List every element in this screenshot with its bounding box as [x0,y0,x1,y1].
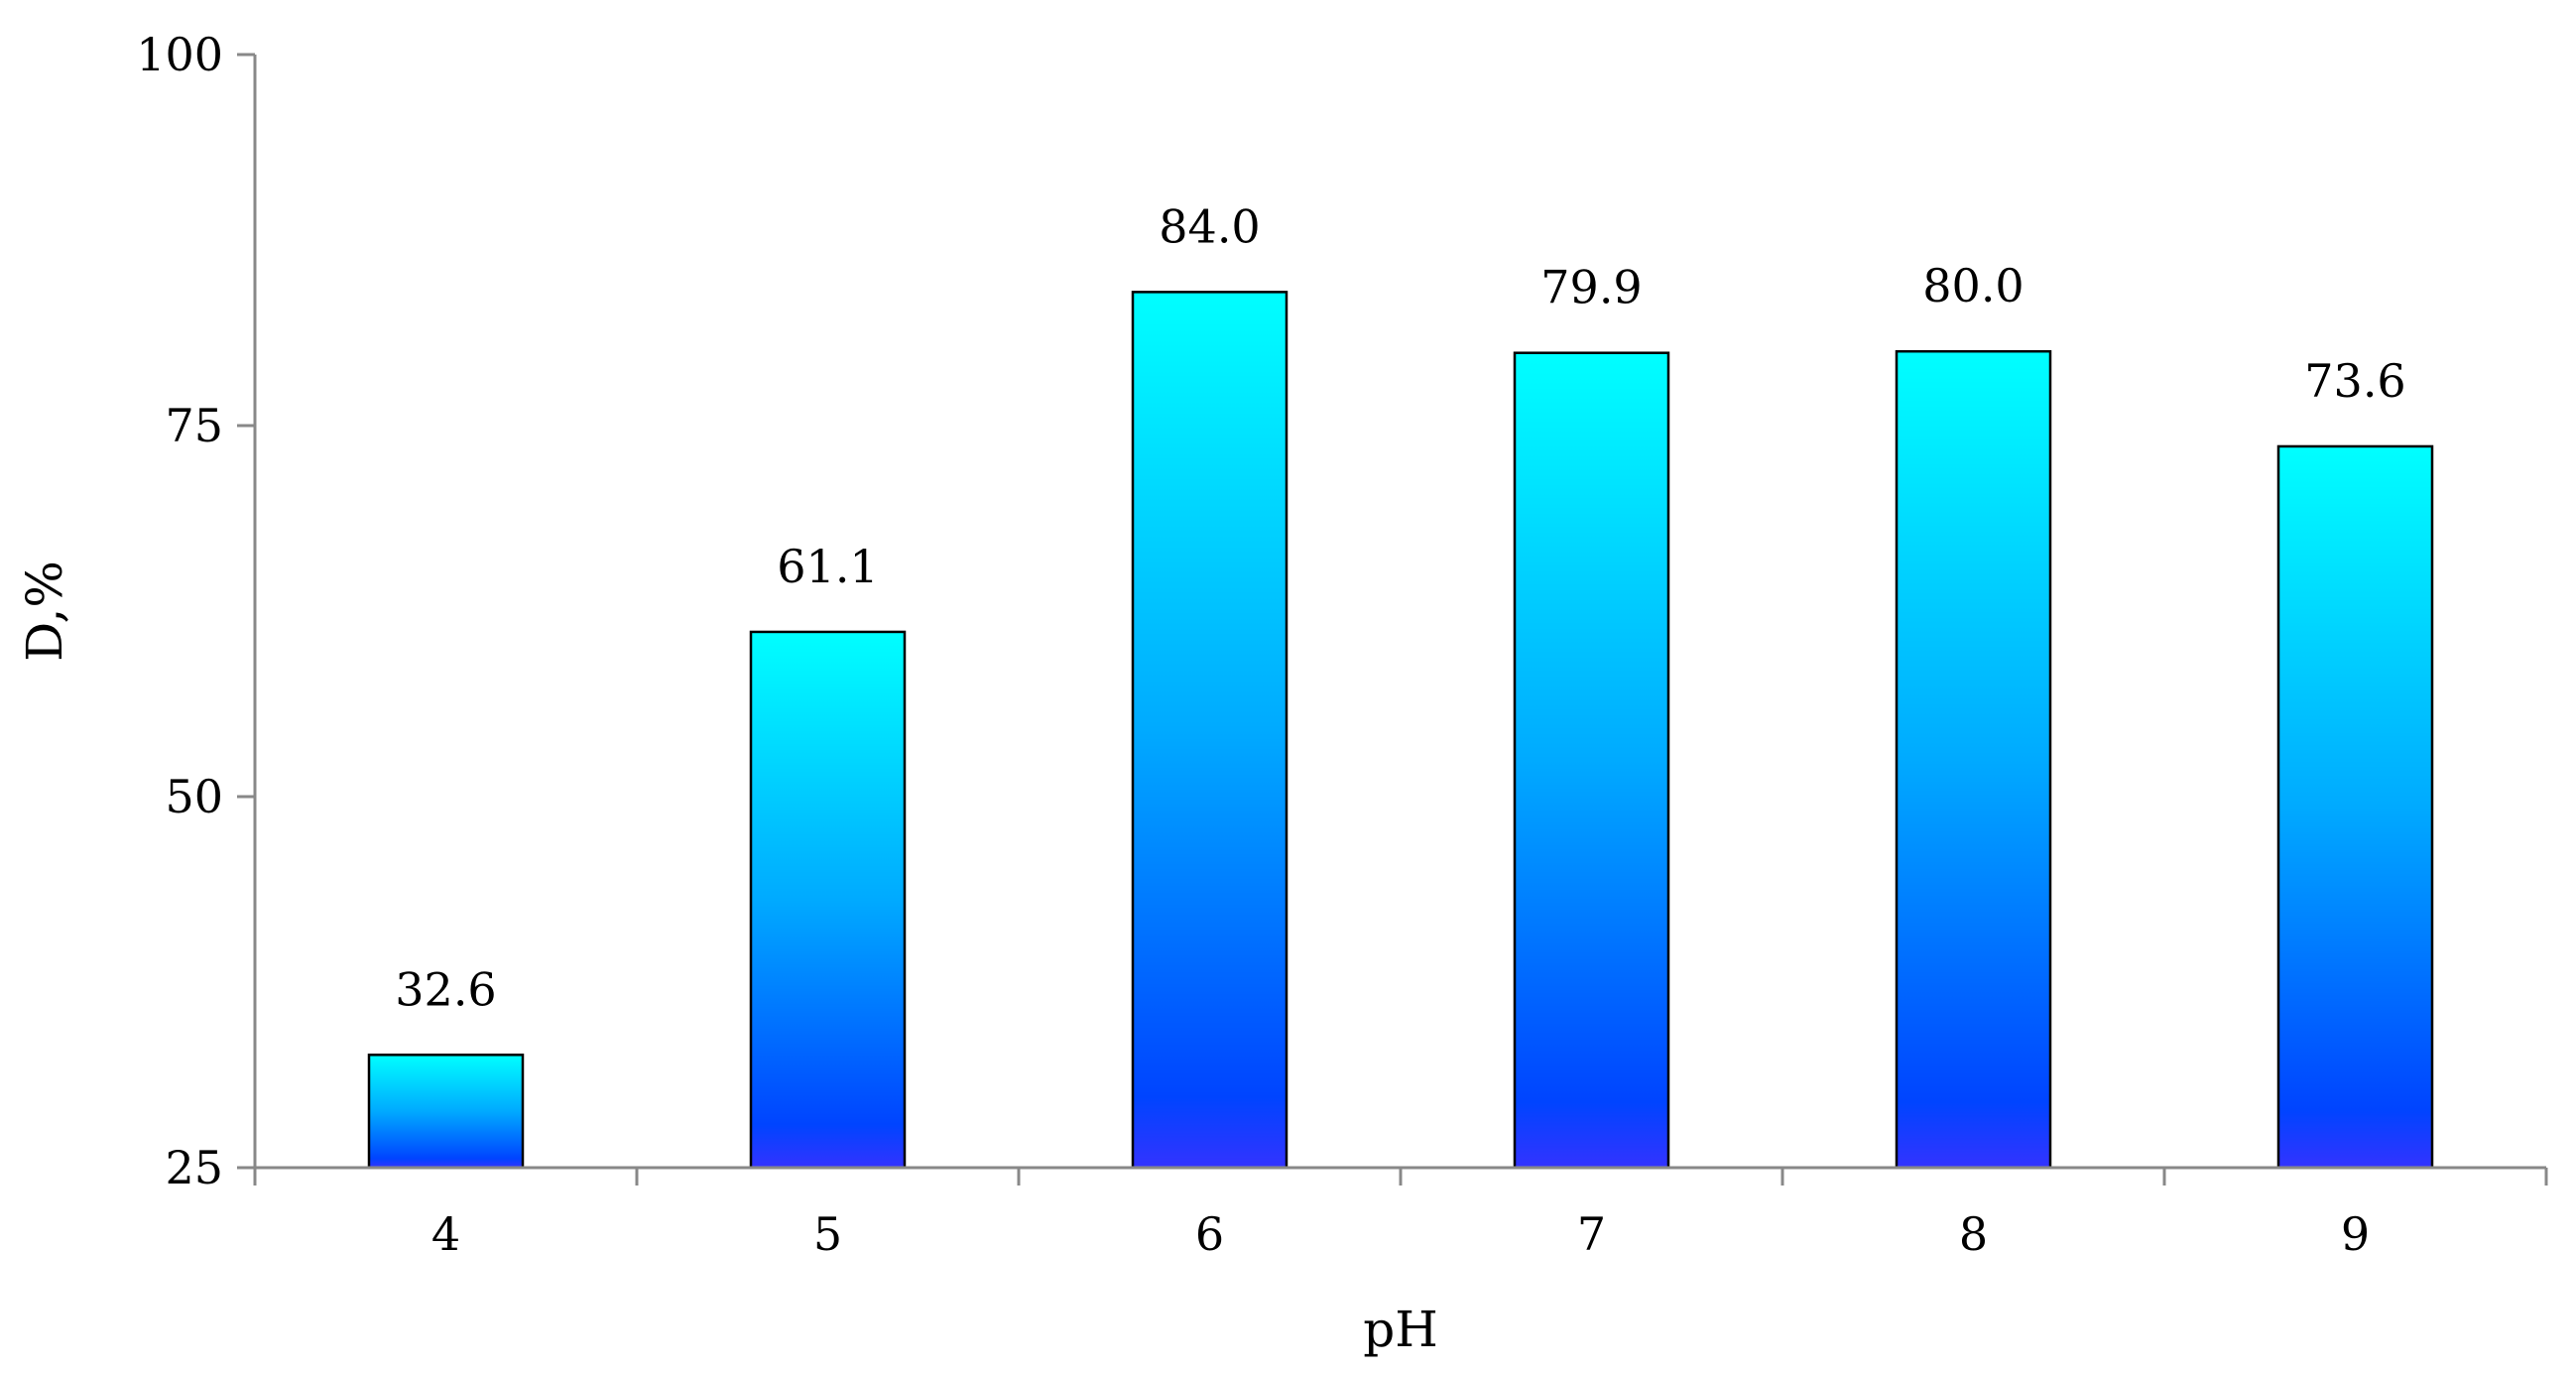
axes-group [253,55,2546,1170]
x-tick-label-8: 8 [1959,1207,1988,1261]
x-tick-label-9: 9 [2341,1207,2370,1261]
value-label-ph-5: 61.1 [777,540,878,593]
x-tick-label-4: 4 [431,1207,460,1261]
bar-ph-7 [1513,351,1670,1170]
bar-ph-5 [749,630,907,1170]
value-label-ph-4: 32.6 [395,962,496,1016]
y-ticks-group: 25 50 75 100 [136,28,255,1194]
value-label-ph-7: 79.9 [1540,261,1642,314]
value-label-ph-8: 80.0 [1922,259,2024,312]
y-tick-label-100: 100 [136,28,223,81]
bar-ph-6 [1131,291,1288,1170]
bar-ph-8 [1895,349,2052,1170]
value-label-ph-9: 73.6 [2304,354,2405,408]
y-tick-label-75: 75 [165,399,223,452]
y-tick-label-50: 50 [165,770,223,823]
x-ticks-group: 4 5 6 7 8 9 [253,1168,2548,1261]
data-labels-group: 32.6 61.1 84.0 79.9 80.0 73.6 [395,199,2405,1016]
x-tick-label-5: 5 [813,1207,842,1261]
bar-ph-4 [367,1054,525,1170]
x-axis-title: pH [1363,1301,1438,1358]
y-axis-title: D,% [16,561,73,662]
value-label-ph-6: 84.0 [1159,199,1260,253]
x-tick-label-7: 7 [1577,1207,1606,1261]
bars-group [367,291,2434,1170]
y-tick-label-25: 25 [165,1141,223,1194]
x-tick-label-6: 6 [1195,1207,1224,1261]
bar-ph-9 [2276,444,2434,1170]
